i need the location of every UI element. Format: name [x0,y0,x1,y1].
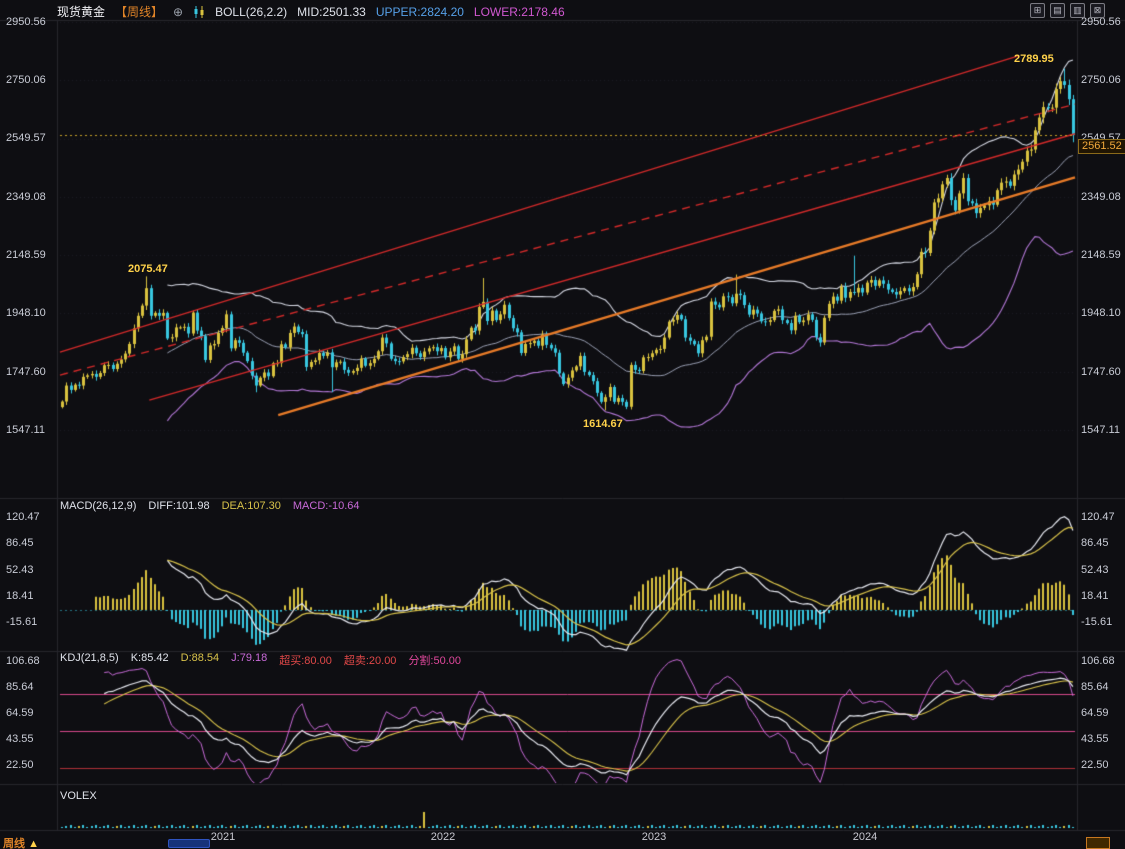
kdj-d-value: D:88.54 [181,652,220,668]
high-label-2024: 2789.95 [1014,53,1054,65]
macd-header-row: MACD(26,12,9) DIFF:101.98 DEA:107.30 MAC… [60,500,360,512]
price-axis-label: 1747.60 [6,366,46,378]
year-label: 2023 [637,831,671,843]
macd-axis-label: 52.43 [1081,564,1109,576]
macd-axis-label: 18.41 [6,590,34,602]
kdj-axis-label: 22.50 [1081,759,1109,771]
boll-label: BOLL(26,2.2) [215,5,287,19]
macd-axis-label: 86.45 [1081,537,1109,549]
macd-axis-label: -15.61 [1081,616,1112,628]
macd-label: MACD(26,12,9) [60,500,136,512]
boll-upper-value: UPPER:2824.20 [376,5,464,19]
symbol-name: 现货黄金 [57,3,105,20]
price-axis-label: 1948.10 [1081,307,1121,319]
price-axis-label: 2148.59 [1081,249,1121,261]
add-indicator-icon[interactable]: ⊕ [173,5,183,19]
candlestick-icon [193,6,205,18]
period-selector[interactable]: 周线 ▲ [3,835,39,849]
chart-canvas[interactable] [0,0,1125,849]
macd-axis-label: 18.41 [1081,590,1109,602]
kdj-axis-label: 43.55 [1081,733,1109,745]
kdj-overbought-value: 超买:80.00 [279,652,332,668]
high-label-2020: 2075.47 [128,263,168,275]
kdj-axis-label: 85.64 [1081,681,1109,693]
current-price-tag: 2561.52 [1078,139,1125,154]
low-label-2022: 1614.67 [583,418,623,430]
kdj-axis-label: 64.59 [1081,707,1109,719]
window-controls: ⊞ ▤ ▥ ⊠ [1030,3,1105,18]
year-label: 2021 [206,831,240,843]
price-axis-label: 1747.60 [1081,366,1121,378]
macd-axis-label: 86.45 [6,537,34,549]
period-selector-label: 周线 [3,838,25,849]
macd-hist-value: MACD:-10.64 [293,500,360,512]
price-axis-label: 1547.11 [1081,424,1120,436]
layout-grid-icon[interactable]: ⊞ [1030,3,1045,18]
layout-columns-icon[interactable]: ▥ [1070,3,1085,18]
year-label: 2024 [848,831,882,843]
macd-dea-value: DEA:107.30 [222,500,281,512]
price-axis-label: 2349.08 [6,191,46,203]
kdj-axis-label: 43.55 [6,733,34,745]
macd-axis-label: 120.47 [1081,511,1115,523]
price-axis-label: 1547.11 [6,424,45,436]
year-label: 2022 [426,831,460,843]
boll-mid-value: MID:2501.33 [297,5,366,19]
layout-rows-icon[interactable]: ▤ [1050,3,1065,18]
kdj-axis-label: 64.59 [6,707,34,719]
kdj-k-value: K:85.42 [131,652,169,668]
scrollbar-thumb[interactable] [168,839,210,848]
macd-axis-label: 120.47 [6,511,40,523]
macd-axis-label: 52.43 [6,564,34,576]
macd-diff-value: DIFF:101.98 [148,500,209,512]
macd-axis-label: -15.61 [6,616,37,628]
kdj-axis-label: 106.68 [6,655,40,667]
price-axis-label: 2148.59 [6,249,46,261]
kdj-header-row: KDJ(21,8,5) K:85.42 D:88.54 J:79.18 超买:8… [60,652,461,668]
kdj-divide-value: 分割:50.00 [408,652,461,668]
price-axis-label: 2750.06 [6,74,46,86]
kdj-axis-label: 85.64 [6,681,34,693]
layout-close-icon[interactable]: ⊠ [1090,3,1105,18]
chart-header: 现货黄金 【周线】 ⊕ BOLL(26,2.2) MID:2501.33 UPP… [57,3,565,20]
kdj-axis-label: 22.50 [6,759,34,771]
kdj-oversold-value: 超卖:20.00 [344,652,397,668]
boll-lower-value: LOWER:2178.46 [474,5,565,19]
kdj-label: KDJ(21,8,5) [60,652,119,668]
price-axis-label: 1948.10 [6,307,46,319]
kdj-axis-label: 106.68 [1081,655,1115,667]
price-axis-label: 2349.08 [1081,191,1121,203]
bottom-right-button[interactable] [1086,837,1110,849]
price-axis-label: 2549.57 [6,132,46,144]
kdj-j-value: J:79.18 [231,652,267,668]
price-axis-label: 2750.06 [1081,74,1121,86]
period-up-arrow-icon: ▲ [28,838,39,849]
trading-chart-window: 现货黄金 【周线】 ⊕ BOLL(26,2.2) MID:2501.33 UPP… [0,0,1125,849]
price-axis-label: 2950.56 [6,16,46,28]
period-tag: 【周线】 [115,3,163,20]
volex-label: VOLEX [60,790,97,802]
